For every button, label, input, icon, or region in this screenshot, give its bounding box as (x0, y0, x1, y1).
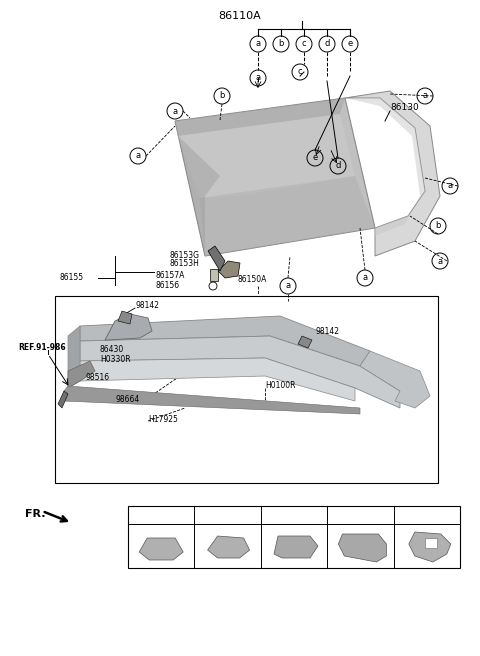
Polygon shape (178, 114, 355, 198)
Text: 98142: 98142 (315, 327, 339, 335)
Text: a: a (286, 281, 290, 291)
FancyBboxPatch shape (55, 296, 438, 483)
Text: FR.: FR. (25, 509, 46, 519)
Text: a: a (137, 510, 143, 520)
Polygon shape (274, 536, 318, 558)
Text: d: d (324, 39, 330, 49)
Text: 98142: 98142 (135, 302, 159, 310)
Text: b: b (435, 222, 441, 230)
Text: 86430: 86430 (100, 346, 124, 354)
Polygon shape (80, 316, 370, 366)
Polygon shape (345, 91, 440, 256)
Text: c: c (271, 510, 275, 520)
Text: 98664: 98664 (115, 394, 139, 403)
Text: a: a (422, 91, 428, 100)
Text: b: b (204, 510, 209, 520)
Text: H0100R: H0100R (265, 382, 296, 390)
Polygon shape (105, 314, 152, 340)
Text: a: a (437, 256, 443, 266)
Text: 86124D: 86124D (150, 510, 183, 520)
Text: 87864: 87864 (216, 510, 243, 520)
Polygon shape (80, 336, 400, 408)
Text: c: c (302, 39, 306, 49)
Text: 86156: 86156 (155, 281, 179, 289)
Polygon shape (208, 246, 225, 271)
Text: 86115: 86115 (283, 510, 309, 520)
Polygon shape (175, 121, 220, 256)
Text: 86110A: 86110A (218, 11, 262, 21)
Text: e: e (312, 154, 318, 163)
Text: 95791B: 95791B (416, 510, 448, 520)
Polygon shape (175, 98, 345, 136)
FancyBboxPatch shape (128, 506, 460, 568)
Text: 86153G: 86153G (170, 251, 200, 260)
Text: 97257U: 97257U (349, 510, 382, 520)
Polygon shape (68, 361, 95, 388)
Polygon shape (345, 98, 425, 236)
Polygon shape (139, 538, 183, 560)
Polygon shape (175, 98, 375, 256)
Text: b: b (219, 91, 225, 100)
Text: 86130: 86130 (390, 104, 419, 112)
Text: H17925: H17925 (148, 415, 178, 424)
Text: 86157A: 86157A (155, 270, 184, 279)
Polygon shape (118, 311, 132, 324)
Text: c: c (298, 68, 302, 77)
Polygon shape (200, 176, 375, 256)
Text: REF.91-986: REF.91-986 (18, 344, 66, 352)
Text: a: a (172, 106, 178, 115)
Polygon shape (298, 336, 312, 348)
Polygon shape (208, 536, 250, 558)
Text: a: a (447, 182, 453, 190)
Text: d: d (336, 510, 342, 520)
Text: a: a (135, 152, 141, 161)
Text: a: a (255, 73, 261, 83)
Text: H0330R: H0330R (100, 356, 131, 365)
Text: 86155: 86155 (60, 274, 84, 283)
Polygon shape (80, 358, 355, 401)
Text: e: e (348, 39, 353, 49)
Text: a: a (255, 39, 261, 49)
Text: 98516: 98516 (85, 373, 109, 382)
Text: e: e (403, 510, 408, 520)
Text: a: a (362, 274, 368, 283)
Polygon shape (360, 351, 430, 408)
Polygon shape (68, 326, 80, 388)
Polygon shape (425, 538, 437, 548)
Polygon shape (58, 391, 68, 408)
Polygon shape (338, 534, 386, 562)
Text: b: b (278, 39, 284, 49)
FancyBboxPatch shape (210, 269, 218, 281)
Polygon shape (409, 532, 451, 562)
Polygon shape (64, 386, 360, 414)
Polygon shape (218, 261, 240, 278)
Text: d: d (336, 161, 341, 171)
Text: 86153H: 86153H (170, 260, 200, 268)
Text: 86150A: 86150A (238, 274, 267, 283)
